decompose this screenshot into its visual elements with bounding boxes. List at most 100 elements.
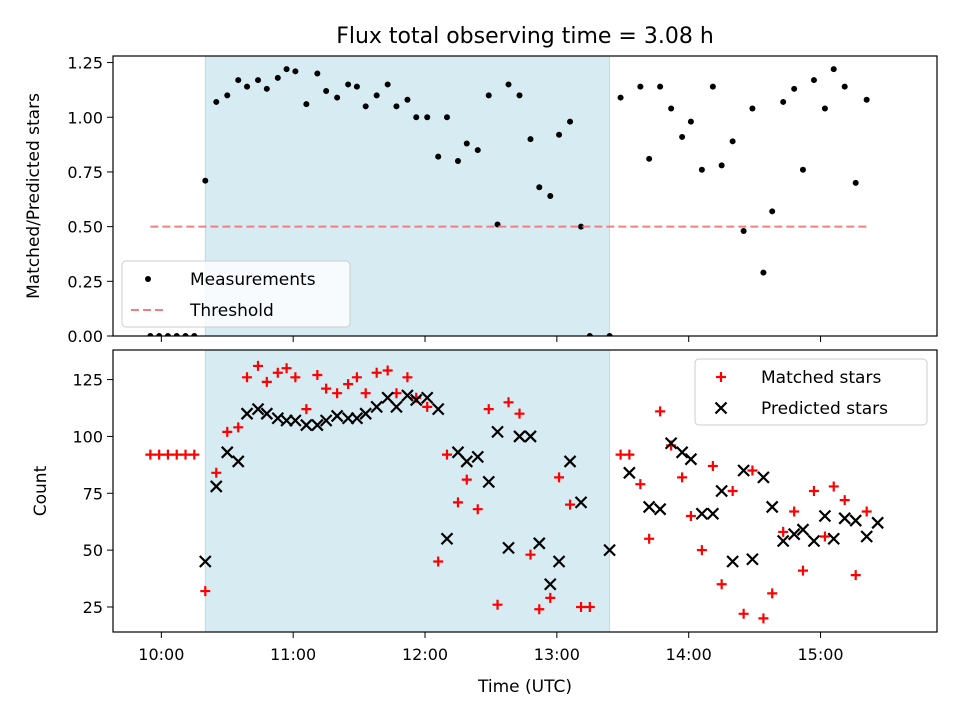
data-point xyxy=(433,556,444,567)
y-tick-label: 1.00 xyxy=(67,108,103,127)
data-point xyxy=(371,367,382,378)
data-point xyxy=(235,77,242,84)
data-point xyxy=(191,333,198,336)
data-point xyxy=(527,136,534,143)
data-point xyxy=(173,333,180,336)
data-point xyxy=(726,555,739,568)
data-point xyxy=(642,500,656,514)
data-point xyxy=(796,523,810,536)
data-point xyxy=(162,449,173,460)
data-point xyxy=(483,404,494,415)
data-point xyxy=(797,565,808,576)
data-point xyxy=(362,103,369,110)
data-point xyxy=(778,526,789,537)
data-point xyxy=(769,208,776,215)
data-point xyxy=(513,430,526,443)
data-point xyxy=(838,512,851,525)
data-point xyxy=(283,66,290,73)
y-tick-label: 0.50 xyxy=(67,218,103,237)
data-point xyxy=(685,511,696,522)
data-point xyxy=(289,414,302,427)
data-point xyxy=(292,68,299,75)
legend-box xyxy=(694,358,928,426)
data-point xyxy=(839,495,850,506)
data-point xyxy=(716,579,727,590)
data-point xyxy=(821,105,828,112)
data-point xyxy=(350,411,364,425)
data-point xyxy=(849,514,862,527)
data-point xyxy=(749,105,756,112)
data-point xyxy=(300,418,313,432)
data-point xyxy=(533,537,546,550)
data-point xyxy=(679,133,686,140)
data-point xyxy=(767,588,778,599)
data-point xyxy=(623,466,636,480)
data-point xyxy=(202,177,209,184)
y-axis-label: Count xyxy=(31,465,51,516)
data-point xyxy=(145,449,156,460)
data-point xyxy=(321,383,332,394)
data-point xyxy=(644,533,655,544)
data-point xyxy=(244,83,251,90)
data-point xyxy=(251,402,265,416)
data-point xyxy=(863,96,870,103)
y-tick-label: 75 xyxy=(83,484,103,503)
data-point xyxy=(393,103,400,110)
data-point xyxy=(852,179,859,186)
data-point xyxy=(791,85,798,92)
observing-interval-band xyxy=(204,349,611,633)
data-point xyxy=(452,497,463,508)
y-axis-label: Matched/Predicted stars xyxy=(24,93,44,299)
x-tick-label: 15:00 xyxy=(797,645,843,664)
data-point xyxy=(799,166,806,173)
data-point xyxy=(233,422,244,433)
data-point xyxy=(441,449,452,460)
data-point xyxy=(263,85,270,92)
data-point xyxy=(646,155,653,162)
data-point xyxy=(740,228,747,234)
data-point xyxy=(200,586,211,597)
data-point xyxy=(402,372,413,383)
data-point xyxy=(547,193,554,199)
data-point xyxy=(281,363,292,374)
data-point xyxy=(624,449,635,460)
data-point xyxy=(209,480,223,493)
data-point xyxy=(563,455,577,468)
data-point xyxy=(334,94,341,101)
data-point xyxy=(409,393,423,407)
data-point xyxy=(707,460,718,471)
data-point xyxy=(353,83,360,90)
data-point xyxy=(664,436,678,450)
data-point xyxy=(871,516,884,530)
data-point xyxy=(422,401,433,412)
data-point xyxy=(534,604,545,615)
data-layer xyxy=(145,360,884,624)
data-point xyxy=(757,471,770,484)
y-tick-label: 125 xyxy=(72,371,103,390)
data-point xyxy=(718,162,725,169)
data-point xyxy=(413,114,420,121)
x-tick-label: 11:00 xyxy=(270,645,316,664)
data-point xyxy=(271,411,285,425)
data-point xyxy=(545,592,556,603)
data-point xyxy=(156,333,163,336)
bottom-panel: 25 50 75 100 125 Count 10:00 11:00 12:00 13:00 14:… xyxy=(31,349,938,664)
data-point xyxy=(615,449,626,460)
data-point xyxy=(576,601,587,612)
data-point xyxy=(260,407,274,420)
data-layer xyxy=(147,66,870,336)
y-tick-label: 25 xyxy=(83,598,103,617)
data-point xyxy=(861,506,872,517)
data-point xyxy=(272,367,283,378)
data-point xyxy=(440,532,454,546)
data-point xyxy=(224,92,231,99)
data-point xyxy=(472,504,483,515)
data-point xyxy=(213,98,220,105)
data-point xyxy=(552,555,566,568)
x-axis-label: Time (UTC) xyxy=(477,677,572,697)
data-point xyxy=(431,402,445,416)
data-point xyxy=(454,158,461,164)
data-point xyxy=(311,418,324,432)
data-point xyxy=(653,502,667,516)
data-point xyxy=(715,484,728,498)
